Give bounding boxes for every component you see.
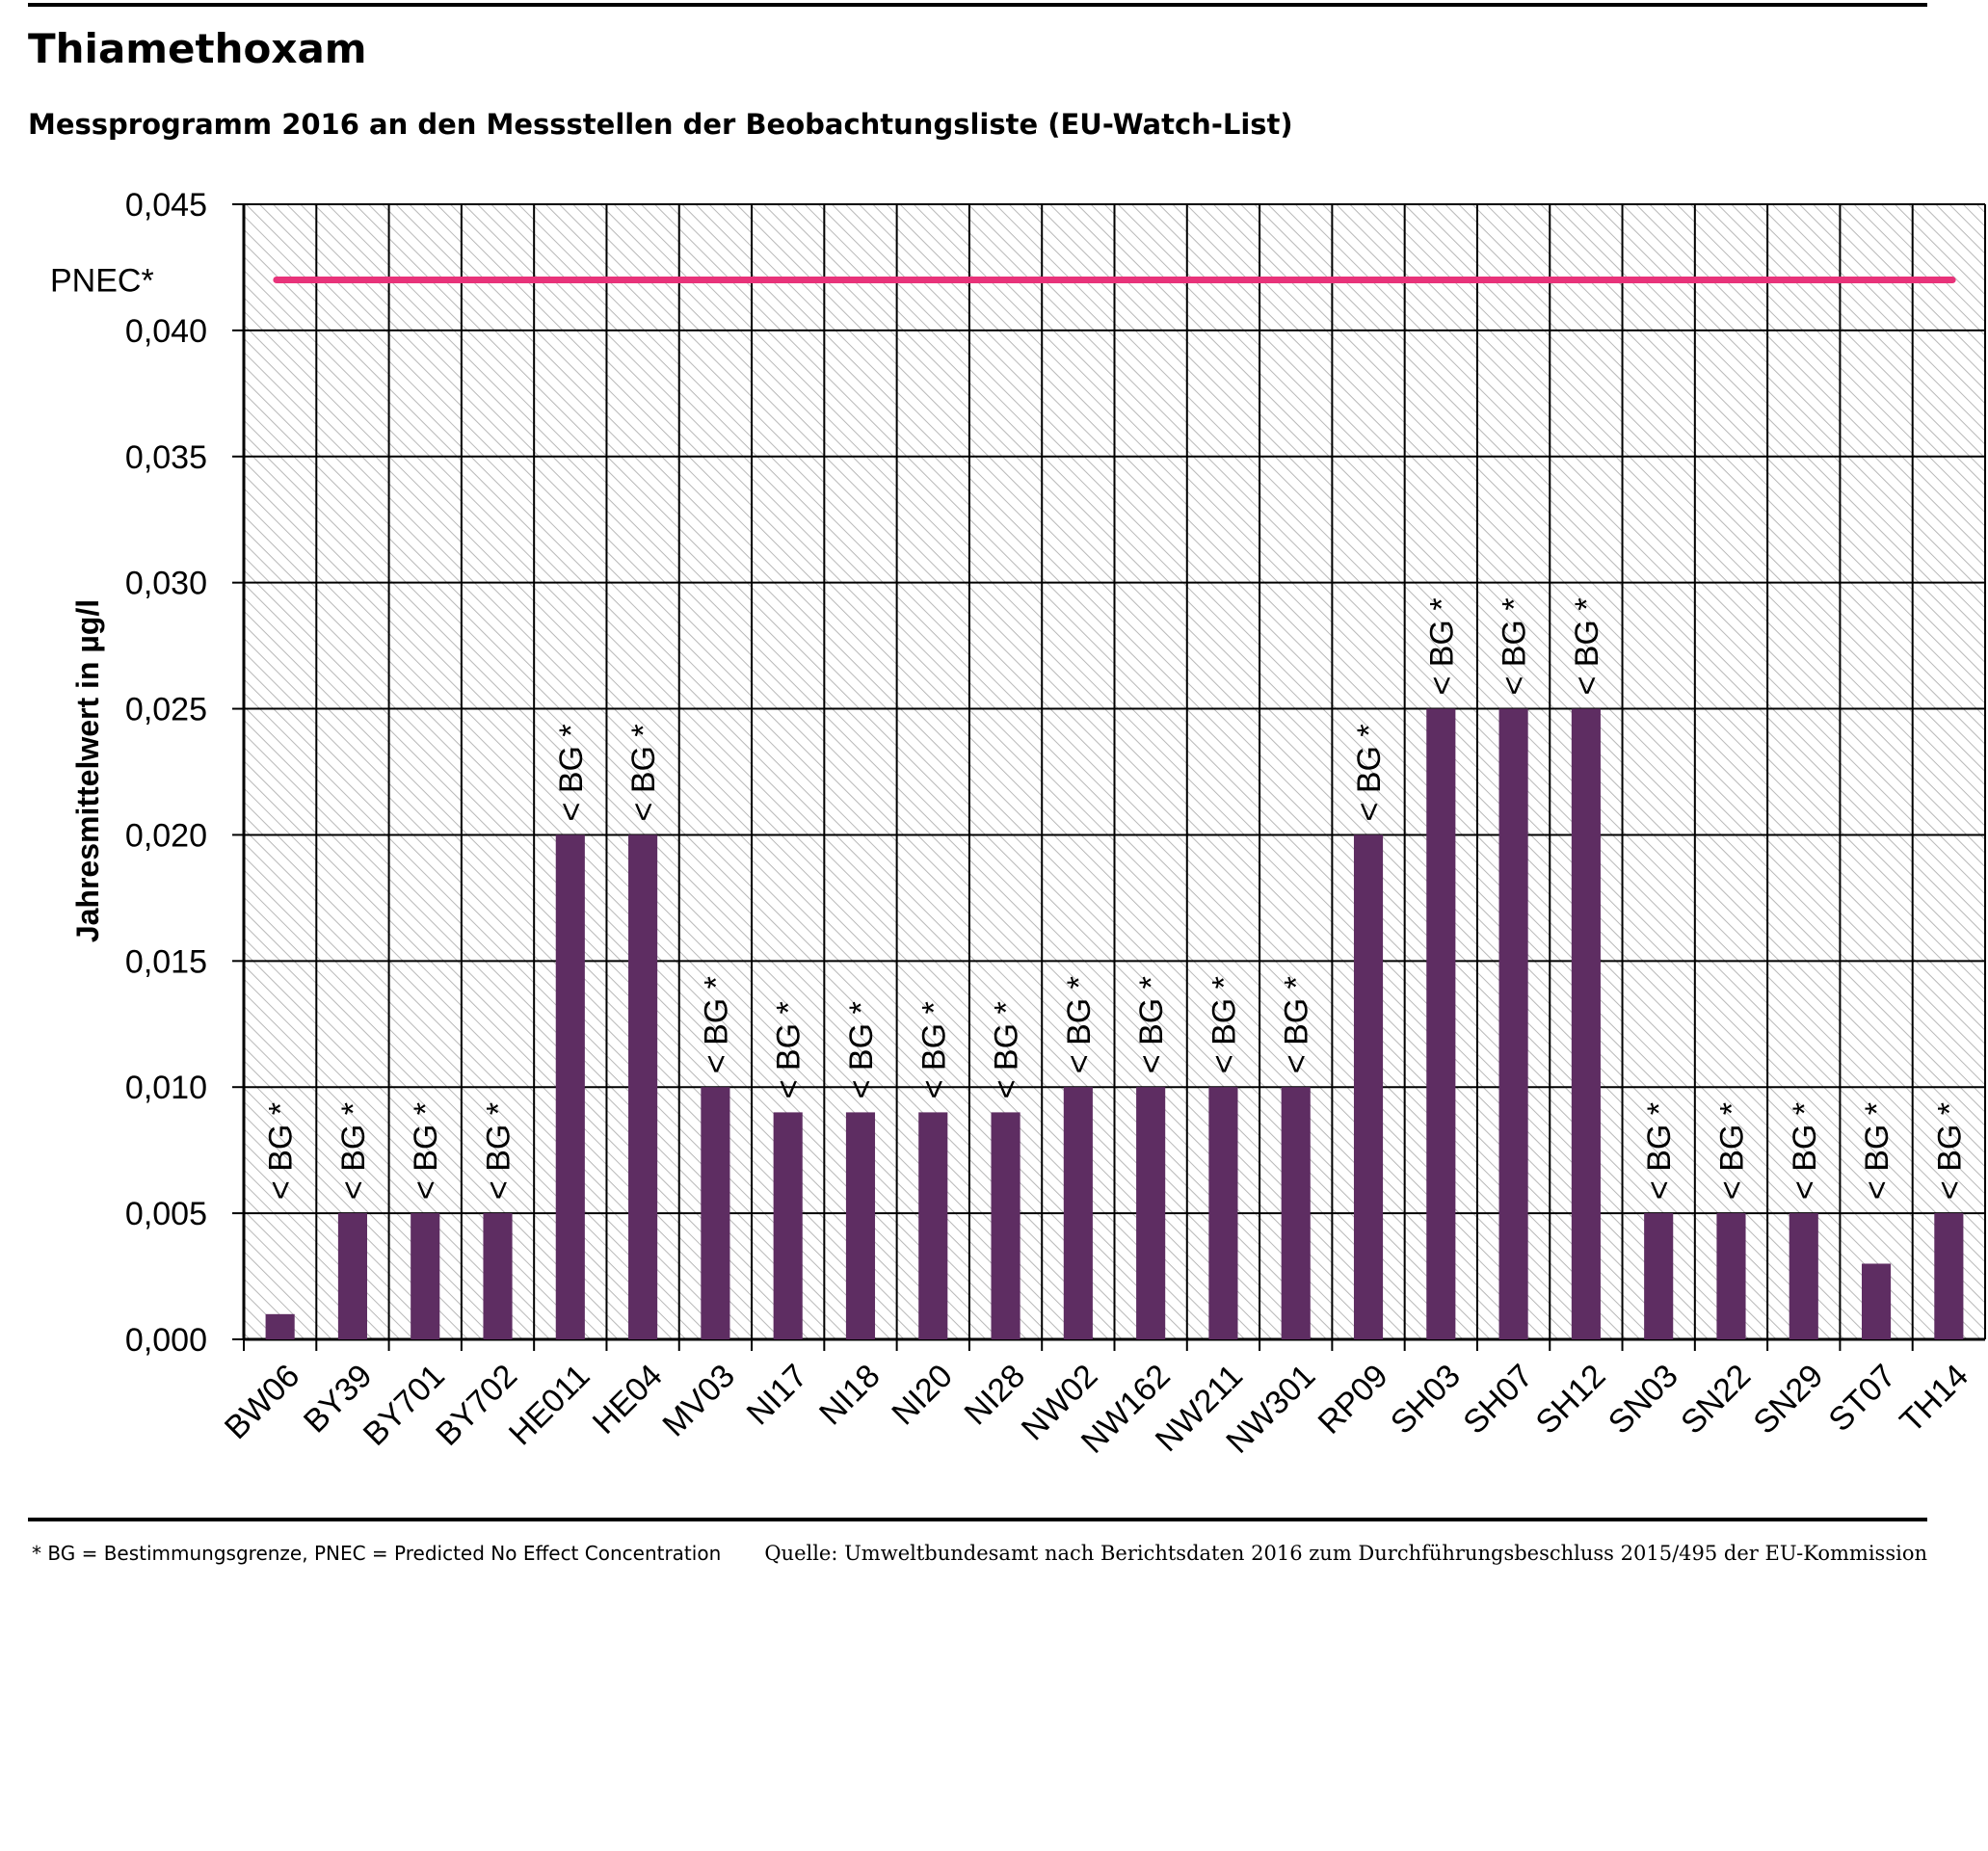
x-tick-label: SN29 [1746, 1358, 1830, 1441]
x-tick-label: BY702 [429, 1358, 524, 1453]
bar-annotation: < BG * [843, 1001, 880, 1098]
bar [918, 1112, 948, 1339]
bar-annotation: < BG * [1061, 976, 1098, 1073]
x-tick-label: NI20 [885, 1358, 960, 1433]
bar-annotation: < BG * [1859, 1102, 1895, 1200]
x-tick-label: NI17 [740, 1358, 815, 1433]
y-tick-label: 0,040 [125, 313, 207, 350]
top-rule [28, 3, 1927, 7]
bar [1208, 1087, 1238, 1339]
x-tick-label: SH03 [1384, 1358, 1468, 1441]
bar [1571, 708, 1601, 1339]
bar-annotation: < BG * [771, 1001, 808, 1098]
bar [1136, 1087, 1166, 1339]
y-tick-label: 0,030 [125, 566, 207, 602]
bottom-rule [28, 1518, 1927, 1521]
bar [1716, 1213, 1746, 1339]
source-note: Quelle: Umweltbundesamt nach Berichtsdat… [764, 1542, 1927, 1565]
x-tick-labels: BW06BY39BY701BY702HE011HE04MV03NI17NI18N… [218, 1358, 1975, 1461]
bar [1498, 708, 1528, 1339]
bar [265, 1313, 295, 1339]
bar [1426, 708, 1456, 1339]
bar-annotation: < BG * [408, 1102, 444, 1200]
pnec-label: PNEC* [50, 263, 154, 300]
bar-annotation: < BG * [1279, 976, 1315, 1073]
bar [1934, 1213, 1964, 1339]
x-tick-label: SN22 [1674, 1358, 1758, 1441]
bar-annotation: < BG * [1931, 1102, 1968, 1200]
bar [628, 834, 658, 1339]
bar [1644, 1213, 1674, 1339]
bar-annotation: < BG * [481, 1102, 517, 1200]
y-tick-label: 0,025 [125, 692, 207, 728]
bar-annotation: < BG * [1133, 976, 1170, 1073]
x-tick-label: ST07 [1821, 1358, 1902, 1439]
x-tick-label: HE011 [502, 1358, 597, 1453]
pnec-line-group: PNEC* [50, 263, 1956, 300]
grid [232, 203, 1986, 1351]
y-tick-label: 0,005 [125, 1196, 207, 1232]
bar-annotation: < BG * [698, 976, 734, 1073]
bar [1353, 834, 1384, 1339]
bars [265, 708, 1964, 1339]
bar-annotation: < BG * [915, 1001, 952, 1098]
x-tick-label: SN03 [1602, 1358, 1685, 1441]
chart-title: Thiamethoxam [28, 25, 367, 72]
bar [555, 834, 585, 1339]
bar-annotation: < BG * [1641, 1102, 1678, 1200]
bar-annotations: < BG * < BG * < BG * < BG * < BG * < BG * < BG… [263, 597, 1969, 1200]
x-tick-label: BW06 [218, 1358, 306, 1446]
bar-annotation: < BG * [263, 1102, 300, 1200]
x-tick-label: HE04 [586, 1358, 670, 1441]
bar-annotation: < BG * [1206, 976, 1242, 1073]
y-tick-label: 0,000 [125, 1322, 207, 1359]
x-tick-label: BY701 [357, 1358, 452, 1453]
bar [483, 1213, 513, 1339]
x-tick-label: MV03 [655, 1358, 742, 1444]
bar [337, 1213, 367, 1339]
bar [701, 1087, 730, 1339]
chart-subtitle: Messprogramm 2016 an den Messstellen der… [28, 108, 1293, 141]
y-axis-label: Jahresmittelwert in µg/l [70, 599, 105, 942]
y-tick-label: 0,015 [125, 943, 207, 980]
x-tick-label: TH14 [1893, 1358, 1975, 1441]
bar [991, 1112, 1021, 1339]
y-tick-label: 0,010 [125, 1070, 207, 1106]
bar [773, 1112, 803, 1339]
footnote: * BG = Bestimmungsgrenze, PNEC = Predict… [32, 1542, 722, 1565]
bar-annotation: < BG * [1351, 724, 1388, 821]
bar-annotation: < BG * [625, 724, 662, 821]
y-tick-labels: 0,000 0,005 0,010 0,015 0,020 0,025 0,030 0,035… [125, 187, 207, 1359]
y-tick-label: 0,020 [125, 817, 207, 854]
bar [845, 1112, 876, 1339]
bar-annotation: < BG * [1497, 597, 1533, 695]
bar [1789, 1213, 1818, 1339]
bar-annotation: < BG * [1787, 1102, 1823, 1200]
x-tick-label: SH12 [1529, 1358, 1613, 1441]
bar-annotation: < BG * [989, 1001, 1025, 1098]
bar [411, 1213, 440, 1339]
x-tick-label: NI18 [812, 1358, 888, 1433]
bar-annotation: < BG * [553, 724, 590, 821]
x-tick-label: SH07 [1456, 1358, 1540, 1441]
bar-annotation: < BG * [1423, 597, 1460, 695]
y-tick-label: 0,045 [125, 187, 207, 224]
y-tick-label: 0,035 [125, 439, 207, 476]
bar-annotation: < BG * [1569, 597, 1605, 695]
bar [1281, 1087, 1311, 1339]
x-tick-label: RP09 [1312, 1358, 1395, 1441]
bar [1862, 1263, 1892, 1339]
bar-annotation: < BG * [335, 1102, 372, 1200]
bar [1063, 1087, 1093, 1339]
bar-annotation: < BG * [1713, 1102, 1750, 1200]
